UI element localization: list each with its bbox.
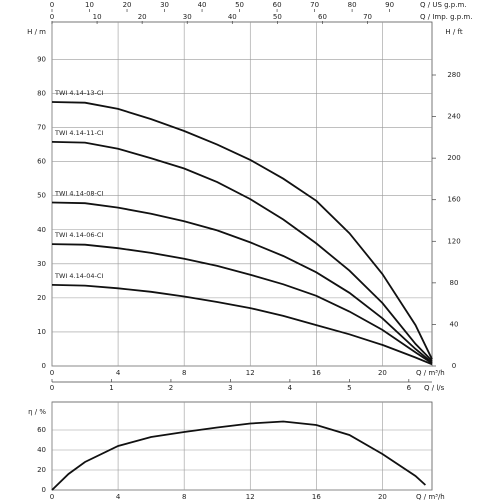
top-axis-tick-label: 50 <box>273 13 282 21</box>
x-tick-label: 12 <box>246 369 255 377</box>
top-axis-tick-label: 50 <box>235 1 244 9</box>
bottom-axis-tick-label: 0 <box>50 384 54 392</box>
y-tick-label: 10 <box>37 328 46 336</box>
x-tick-label: 8 <box>182 369 186 377</box>
y-tick-label: 0 <box>42 362 46 370</box>
y2-tick-label: 40 <box>450 320 459 328</box>
x-axis-label: Q / m³/h <box>416 493 445 500</box>
bottom-axis-tick-label: 4 <box>288 384 293 392</box>
y-axis-label: η / % <box>28 408 46 416</box>
top-axis-tick-label: 70 <box>363 13 372 21</box>
bottom-axis-label: Q / l/s <box>424 384 445 392</box>
head-curve <box>51 201 433 364</box>
y2-tick-label: 120 <box>447 237 460 245</box>
y-tick-label: 80 <box>37 90 46 98</box>
x-axis-label: Q / m³/h <box>416 369 445 377</box>
top-axis-tick-label: 10 <box>93 13 102 21</box>
bottom-axis-tick-label: 5 <box>347 384 351 392</box>
head-curve <box>51 141 433 362</box>
y-tick-label: 50 <box>37 192 46 200</box>
y-tick-label: 70 <box>37 124 46 132</box>
top-axis-label: Q / US g.p.m. <box>420 1 467 9</box>
bottom-axis-tick-label: 2 <box>169 384 173 392</box>
top-axis-tick-label: 40 <box>198 1 207 9</box>
top-axis-tick-label: 60 <box>273 1 282 9</box>
top-axis-tick-label: 30 <box>160 1 169 9</box>
y-tick-label: 30 <box>37 260 46 268</box>
x-tick-label: 12 <box>246 493 255 500</box>
bottom-axis-tick-label: 3 <box>228 384 232 392</box>
head-curve <box>51 101 433 360</box>
y-tick-label: 20 <box>37 466 46 474</box>
x-tick-label: 0 <box>50 369 54 377</box>
top-axis-tick-label: 20 <box>123 1 132 9</box>
top-axis-tick-label: 0 <box>50 1 54 9</box>
y-tick-label: 0 <box>42 486 46 494</box>
curve-label: TWI 4.14-06-CI <box>54 231 103 239</box>
curve-label: TWI 4.14-13-CI <box>54 89 103 97</box>
y2-tick-label: 280 <box>447 71 460 79</box>
y2-tick-label: 160 <box>447 196 460 204</box>
y-tick-label: 40 <box>37 446 46 454</box>
top-axis-tick-label: 60 <box>318 13 327 21</box>
y2-tick-label: 240 <box>447 113 460 121</box>
curve-label: TWI 4.14-08-CI <box>54 190 103 198</box>
bottom-axis-tick-label: 1 <box>109 384 113 392</box>
y-tick-label: 60 <box>37 158 46 166</box>
y-tick-label: 20 <box>37 294 46 302</box>
y2-axis-label: H / ft <box>445 28 462 36</box>
x-tick-label: 0 <box>50 493 54 500</box>
x-tick-label: 4 <box>116 369 121 377</box>
top-axis-tick-label: 80 <box>348 1 357 9</box>
x-tick-label: 8 <box>182 493 186 500</box>
curve-label: TWI 4.14-04-CI <box>54 272 103 280</box>
y2-tick-label: 80 <box>450 279 459 287</box>
top-axis-tick-label: 0 <box>50 13 54 21</box>
top-axis-tick-label: 30 <box>183 13 192 21</box>
top-axis-tick-label: 10 <box>85 1 94 9</box>
bottom-axis-tick-label: 6 <box>407 384 412 392</box>
y2-tick-label: 0 <box>452 362 456 370</box>
top-axis-tick-label: 40 <box>228 13 237 21</box>
top-axis-tick-label: 20 <box>138 13 147 21</box>
x-tick-label: 16 <box>312 369 321 377</box>
y-axis-label: H / m <box>27 28 46 36</box>
efficiency-curve <box>51 420 427 491</box>
curve-label: TWI 4.14-11-CI <box>54 129 103 137</box>
x-tick-label: 20 <box>378 369 387 377</box>
y2-tick-label: 200 <box>447 154 460 162</box>
top-axis-tick-label: 70 <box>310 1 319 9</box>
plot-frame <box>51 401 433 491</box>
head-curve <box>51 284 433 366</box>
top-axis-label: Q / Imp. g.p.m. <box>420 13 472 21</box>
y-tick-label: 60 <box>37 426 46 434</box>
y-tick-label: 90 <box>37 55 46 63</box>
x-tick-label: 16 <box>312 493 321 500</box>
x-tick-label: 4 <box>116 493 121 500</box>
y-tick-label: 40 <box>37 226 46 234</box>
head-curve <box>51 243 433 365</box>
x-tick-label: 20 <box>378 493 387 500</box>
top-axis-tick-label: 90 <box>385 1 394 9</box>
